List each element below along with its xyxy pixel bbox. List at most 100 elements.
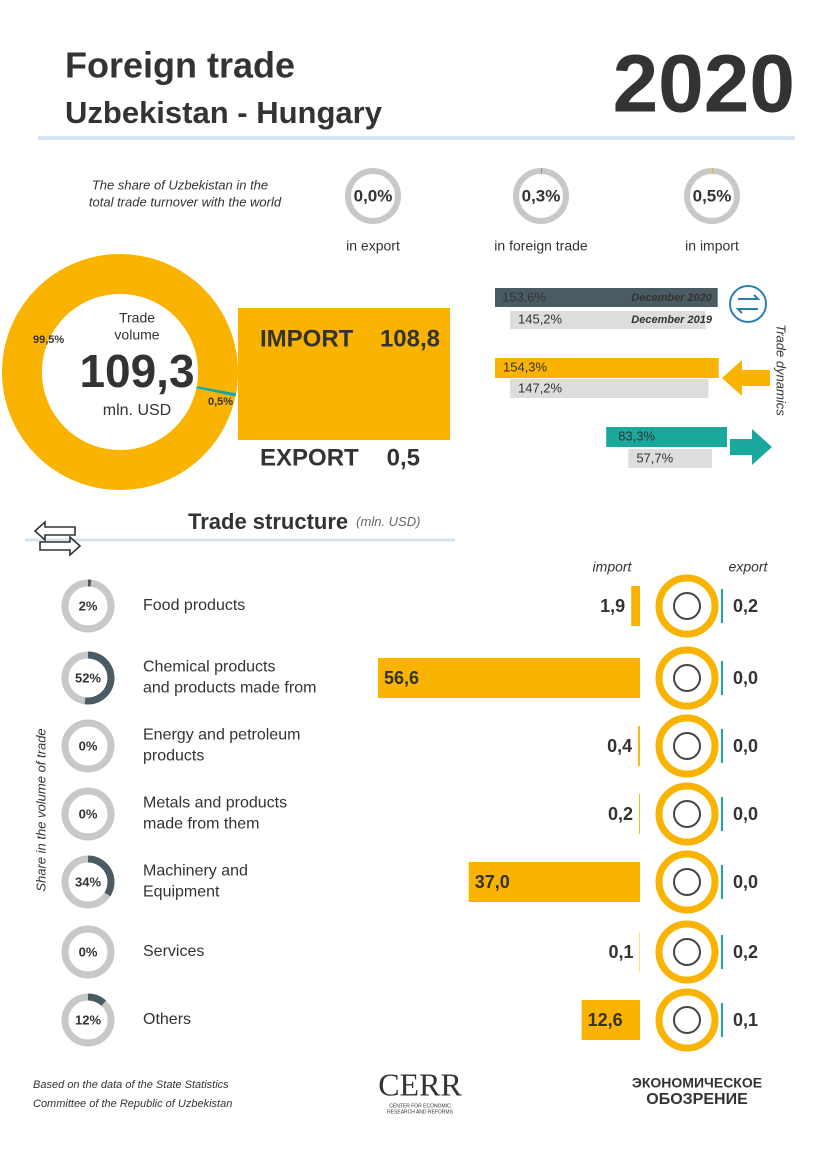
dyn-period: December 2019 [631,314,713,326]
source: Based on the data of the State Statistic… [33,1079,229,1091]
dynamics-title: Trade dynamics [774,324,789,416]
export-value: 0,0 [733,736,758,756]
exchange-icon [33,520,82,557]
dyn-label: 153,6% [502,289,547,304]
row-icon [673,592,701,620]
export-arrow [730,429,772,465]
row-icon-ring [655,646,719,710]
donut-import [1,254,238,491]
import-arrow [722,360,770,396]
dyn-bar [510,311,706,329]
structure-title: Trade structure (mln. USD) [188,509,420,534]
row-icon-ring [655,850,719,914]
row-icon-ring [655,920,719,984]
logo-cerr-sub: RESEARCH AND REFORMS [387,1109,454,1115]
row-share-arc [88,855,115,897]
import-header: import [593,559,633,575]
dyn-period: December 2020 [631,292,713,304]
volume-total: 109,3 [79,345,194,397]
row-name: Metals and products [143,795,287,812]
share-caption: in import [685,238,739,254]
dyn-label: 57,7% [636,450,673,465]
dyn-bar [495,288,718,307]
row-share-label: 34% [75,874,101,889]
share-arc [712,168,713,175]
row-name: made from them [143,816,259,833]
volume-unit: mln. USD [103,402,171,419]
row-share-arc [84,651,115,705]
row-name: Chemical products [143,659,276,676]
row-icon-ring [655,574,719,638]
row-share-label: 52% [75,670,101,685]
dyn-bar [628,449,712,468]
share-value: 0,3% [522,186,561,205]
export-value: 0,2 [733,942,758,962]
volume-caption: volume [114,327,159,343]
share-caption: in foreign trade [494,238,588,254]
dyn-icon [729,285,767,323]
row-icon [673,1006,701,1034]
export-label: EXPORT [260,444,359,471]
row-name: Energy and petroleum [143,727,300,744]
import-value: 56,6 [384,668,419,688]
donut-import-label: 99,5% [33,334,64,346]
import-bar [581,1000,640,1040]
source: Committee of the Republic of Uzbekistan [33,1098,232,1110]
row-name: Others [143,1011,191,1028]
row-share-ring [61,787,115,841]
row-name: products [143,748,204,765]
row-share-label: 12% [75,1012,101,1027]
import-value: 12,6 [588,1010,623,1030]
import-value: 0,4 [607,736,632,756]
row-icon [673,868,701,896]
row-icon [673,800,701,828]
row-name: Machinery and [143,863,248,880]
logo-eo: ЭКОНОМИЧЕСКОЕ [632,1075,762,1091]
export-value: 0,2 [733,596,758,616]
export-value: 0,0 [733,804,758,824]
import-value: 0,2 [608,804,633,824]
year: 2020 [613,39,795,130]
import-value: 0,1 [609,942,634,962]
row-share-label: 0% [79,944,98,959]
dyn-bar [510,379,709,398]
row-icon-ring [655,988,719,1052]
share-caption: in export [346,238,400,254]
export-value: 0,1 [733,1010,758,1030]
title-line: Foreign trade [65,45,295,86]
donut-export [196,385,237,397]
dyn-bar [606,427,727,447]
row-icon [673,664,701,692]
dyn-bar [495,358,719,378]
donut-hole [42,294,198,450]
dyn-icon-arrows [735,294,761,314]
row-share-ring [61,719,115,773]
row-share-label: 0% [79,738,98,753]
dyn-label: 154,3% [503,359,548,374]
export-bar [722,589,723,623]
row-share-label: 2% [79,598,98,613]
logo-cerr-sub: CENTER FOR ECONOMIC [389,1103,451,1109]
export-bar [722,935,723,969]
share-caption: The share of Uzbekistan in the [92,177,268,192]
title-line: Uzbekistan - Hungary [65,95,383,130]
share-value: 0,0% [354,186,393,205]
import-value: 1,9 [600,596,625,616]
row-icon [673,938,701,966]
share-value: 0,5% [693,186,732,205]
row-icon [673,732,701,760]
row-share-ring [61,925,115,979]
row-name: Equipment [143,884,220,901]
structure-unit: (mln. USD) [356,514,420,529]
export-value: 0,5 [387,444,420,471]
share-ring [345,168,401,224]
structure-title-text: Trade structure [188,509,348,534]
side-label: Share in the volume of trade [33,728,48,891]
import-label: IMPORT [260,325,354,352]
import-bar [638,726,640,766]
volume-caption: Trade [119,310,155,326]
dyn-label: 145,2% [518,311,563,326]
row-name: and products made from [143,680,316,697]
row-share-arc [88,993,107,1006]
logo-eo: ОБОЗРЕНИЕ [646,1091,748,1108]
